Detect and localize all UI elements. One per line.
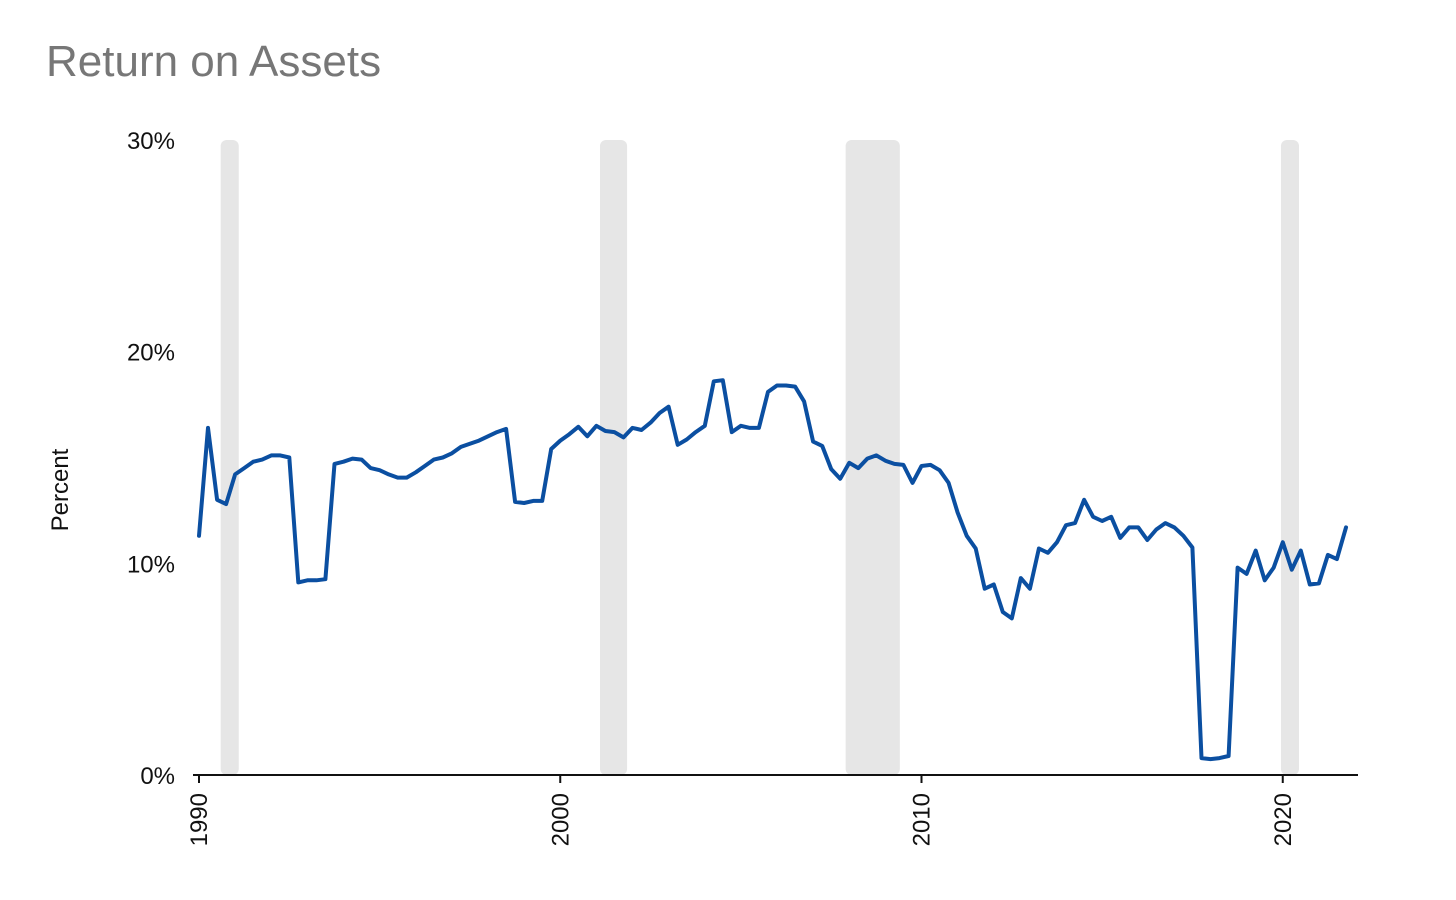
y-tick-label: 0% (140, 763, 175, 790)
chart-title: Return on Assets (46, 37, 382, 86)
recession-shading (220, 140, 1300, 775)
x-tick-label: 2010 (909, 793, 936, 846)
y-tick-label: 30% (127, 128, 175, 155)
x-tick-label: 1990 (186, 793, 213, 846)
recession-band-1 (220, 140, 239, 775)
y-tick-label: 10% (127, 551, 175, 578)
y-axis-ticks: 0% 10% 20% 30% (127, 128, 175, 790)
x-tick-label: 2000 (547, 793, 574, 846)
series-line (197, 378, 1348, 762)
recession-band-2 (599, 140, 628, 775)
y-tick-label: 20% (127, 340, 175, 367)
y-axis-title: Percent (47, 448, 74, 531)
recession-band-4 (1280, 140, 1300, 775)
x-tick-label: 2020 (1270, 793, 1297, 846)
x-axis-ticks: 1990 2000 2010 2020 (186, 775, 1297, 846)
